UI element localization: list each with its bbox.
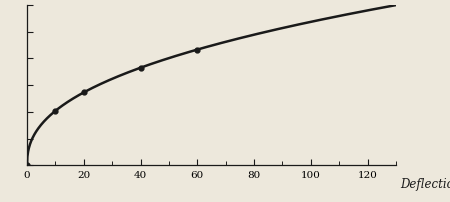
Text: Deflection: Deflection	[400, 177, 450, 190]
